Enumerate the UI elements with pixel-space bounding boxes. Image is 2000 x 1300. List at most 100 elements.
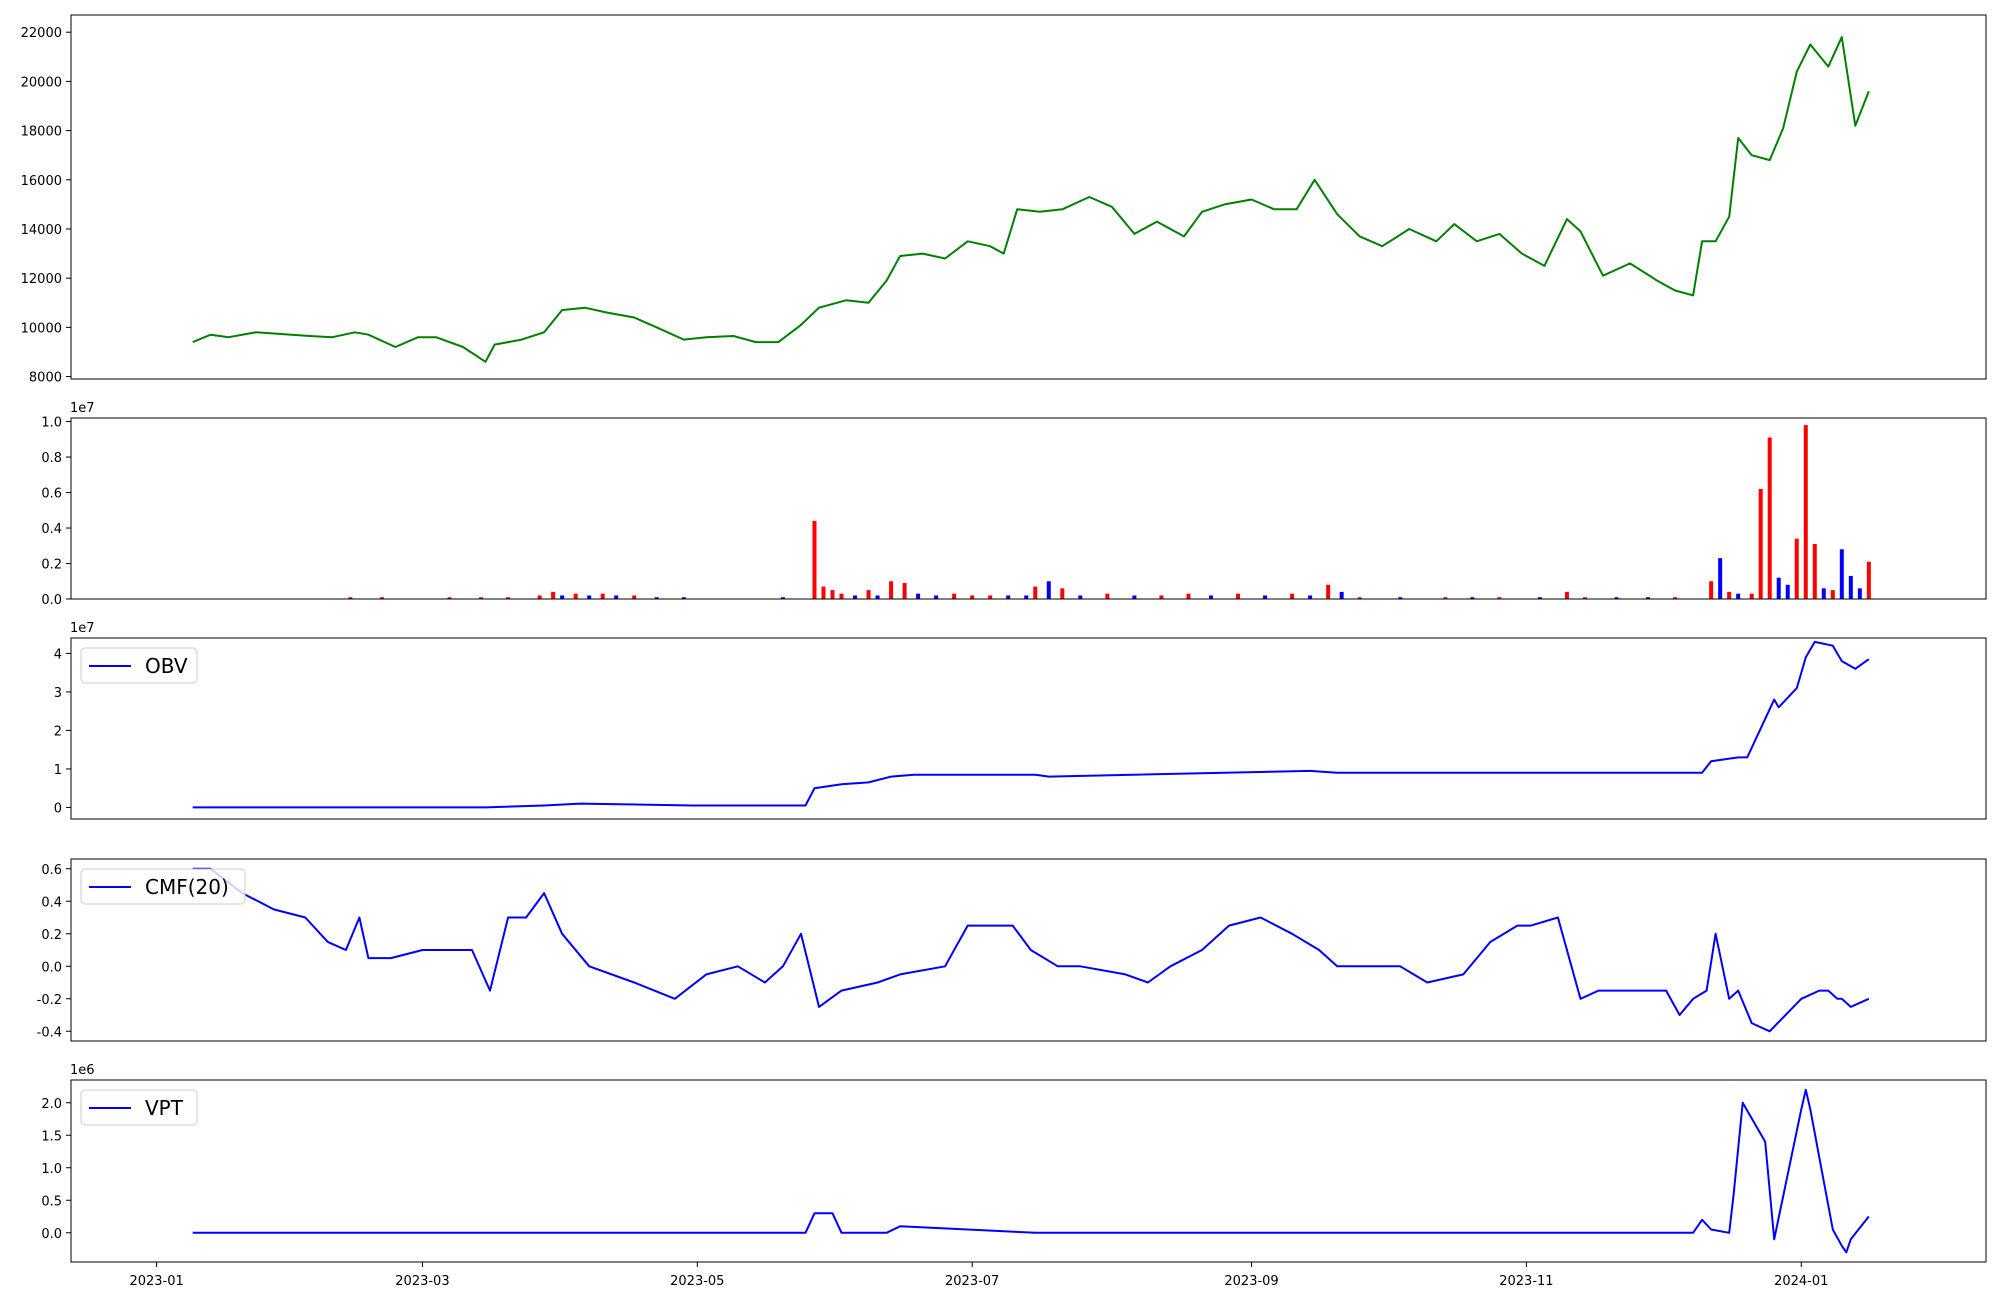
cmf-ytick-label: 0.2 <box>41 928 62 943</box>
vpt-legend-box <box>80 1089 198 1126</box>
volume-ytick-label: 0.4 <box>41 522 62 537</box>
vpt-ytick-label: 2.0 <box>41 1097 62 1112</box>
price-ytick-label: 12000 <box>21 272 62 287</box>
volume-bar <box>614 595 619 599</box>
price-ytick-label: 20000 <box>21 75 62 90</box>
xtick-label: 2023-05 <box>670 1274 724 1289</box>
volume-bar <box>830 590 835 599</box>
volume-bar <box>988 595 993 599</box>
price-ytick-label: 16000 <box>21 174 62 189</box>
volume-bar <box>839 593 844 599</box>
vpt-legend-label: VPT <box>145 1096 184 1120</box>
volume-bar <box>970 595 975 599</box>
price-ytick-label: 14000 <box>21 223 62 238</box>
volume-bar <box>853 595 858 599</box>
volume-bar <box>379 597 384 599</box>
obv-legend-box <box>80 647 198 684</box>
volume-bar <box>654 597 659 599</box>
volume-bar <box>889 581 894 599</box>
obv-series-line <box>192 640 1870 809</box>
volume-bar <box>1727 591 1732 599</box>
price-ytick-label: 10000 <box>21 321 62 336</box>
vpt-series-line <box>192 1088 1870 1254</box>
volume-bar <box>632 595 637 599</box>
volume-bar <box>812 520 817 599</box>
volume-ytick-label: 0.2 <box>41 558 62 573</box>
volume-bar <box>1857 588 1862 599</box>
price-ytick-label: 18000 <box>21 125 62 140</box>
volume-bar <box>1497 597 1502 599</box>
cmf-ytick-label: -0.4 <box>37 1025 62 1040</box>
volume-ytick-label: 0.6 <box>41 487 62 502</box>
volume-bar <box>573 593 578 599</box>
volume-bar <box>1866 561 1871 599</box>
vpt-ytick-label: 1.5 <box>41 1129 62 1144</box>
volume-bar <box>1159 595 1164 599</box>
volume-bar <box>1308 595 1313 599</box>
volume-bar <box>1236 593 1241 599</box>
volume-bar <box>1582 597 1587 599</box>
volume-bar <box>1736 593 1741 599</box>
volume-bar <box>866 590 871 599</box>
obv-ytick-label: 4 <box>54 647 62 662</box>
volume-bar <box>1803 425 1808 599</box>
cmf-ytick-label: 0.4 <box>41 895 62 910</box>
obv-ytick-label: 2 <box>54 724 62 739</box>
volume-bar <box>447 597 452 599</box>
volume-bar <box>1006 595 1011 599</box>
volume-bar <box>1564 591 1569 599</box>
obv-ytick-label: 0 <box>54 801 62 816</box>
volume-bar <box>952 593 957 599</box>
volume-bar <box>1709 581 1714 599</box>
cmf-axes-frame <box>70 858 1987 1042</box>
volume-bar <box>1776 577 1781 599</box>
price-series-line <box>192 36 1870 363</box>
volume-bar <box>1046 581 1051 599</box>
obv-ytick-label: 1 <box>54 763 62 778</box>
volume-bar <box>902 583 907 599</box>
vpt-ytick-label: 0.5 <box>41 1194 62 1209</box>
volume-bar <box>1848 575 1853 599</box>
volume-bar <box>1673 597 1678 599</box>
volume-bar <box>1646 597 1651 599</box>
vpt-ytick-label: 0.0 <box>41 1227 62 1242</box>
volume-bar <box>1830 590 1835 599</box>
vpt-ytick-label: 1.0 <box>41 1162 62 1177</box>
volume-bar <box>1357 597 1362 599</box>
volume-bar <box>506 597 511 599</box>
price-ytick-label: 8000 <box>29 371 62 386</box>
vpt-panel: 0.0 0.5 1.0 1.5 2.0 1e6 VPT 2023-01 2023-03 2023-… <box>41 1063 1987 1289</box>
cmf-legend-label: CMF(20) <box>145 875 229 899</box>
volume-bar <box>1839 549 1844 599</box>
volume-bar <box>1812 543 1817 599</box>
volume-bar <box>600 593 605 599</box>
cmf-panel: -0.4 -0.2 0.0 0.2 0.4 0.6 CMF(20) <box>37 858 1987 1042</box>
volume-bar <box>780 597 785 599</box>
obv-legend-label: OBV <box>145 654 188 678</box>
volume-bar <box>1105 593 1110 599</box>
volume-bar <box>1290 593 1295 599</box>
volume-bar <box>1024 595 1029 599</box>
volume-bar <box>1794 538 1799 599</box>
volume-bar <box>875 595 880 599</box>
volume-bar <box>1821 588 1826 599</box>
volume-bar <box>1186 593 1191 599</box>
volume-axes-frame <box>70 417 1987 600</box>
cmf-ytick-label: -0.2 <box>37 993 62 1008</box>
volume-bar <box>1060 588 1065 599</box>
volume-bar <box>537 595 542 599</box>
cmf-ytick-label: 0.6 <box>41 863 62 878</box>
obv-panel: 0 1 2 3 4 1e7 OBV <box>54 621 1987 820</box>
volume-offset-label: 1e7 <box>70 401 95 416</box>
price-panel: 8000 10000 12000 14000 16000 18000 20000 22000 <box>21 14 1987 386</box>
volume-bar <box>1718 558 1723 599</box>
xtick-label: 2023-11 <box>1499 1274 1553 1289</box>
volume-bar <box>479 597 484 599</box>
volume-bar <box>1537 597 1542 599</box>
volume-bar <box>1339 591 1344 599</box>
volume-bar <box>1443 597 1448 599</box>
volume-bar <box>681 597 686 599</box>
volume-ytick-label: 0.0 <box>41 593 62 608</box>
volume-bar <box>1767 437 1772 599</box>
volume-bar <box>1470 597 1475 599</box>
